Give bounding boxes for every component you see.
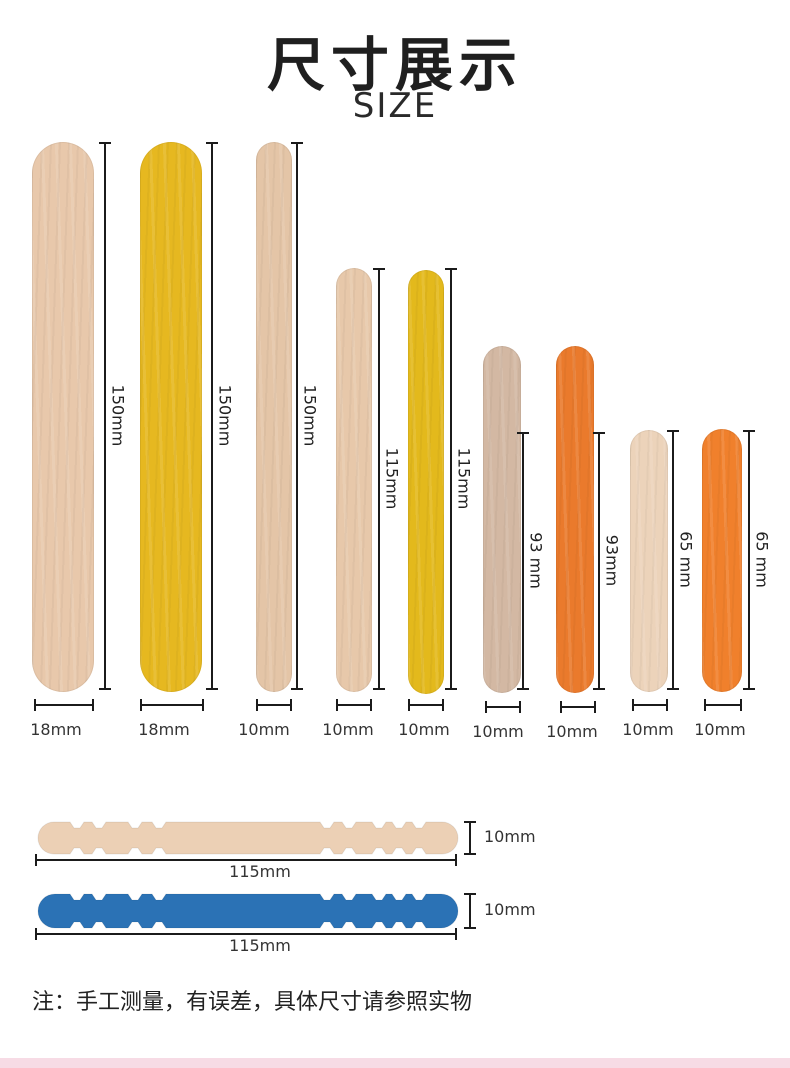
stick-1	[32, 142, 94, 692]
length-dimension-line	[296, 142, 298, 690]
notched-length-label: 115mm	[229, 862, 291, 881]
notched-stick-2	[37, 893, 459, 929]
length-label: 93mm	[602, 534, 622, 587]
length-label: 65 mm	[676, 531, 696, 588]
stick-6	[483, 346, 521, 693]
length-dimension-cap	[667, 430, 679, 432]
length-dimension-cap	[743, 688, 755, 690]
length-dimension-line	[522, 432, 524, 690]
width-dimension-line	[408, 704, 444, 706]
width-dimension-cap	[290, 699, 292, 711]
width-dimension-line	[704, 704, 742, 706]
length-dimension-cap	[206, 142, 218, 144]
width-dimension-line	[485, 706, 521, 708]
width-label: 10mm	[322, 720, 374, 739]
length-dimension-line	[211, 142, 213, 690]
width-dimension-cap	[336, 699, 338, 711]
width-dimension-cap	[256, 699, 258, 711]
stick-4	[336, 268, 372, 692]
length-label: 93 mm	[526, 532, 546, 589]
width-label: 10mm	[546, 722, 598, 741]
length-dimension-cap	[517, 688, 529, 690]
width-dimension-cap	[560, 701, 562, 713]
width-label: 10mm	[238, 720, 290, 739]
width-label: 18mm	[30, 720, 82, 739]
width-label: 10mm	[398, 720, 450, 739]
stick-5	[408, 270, 444, 694]
width-dimension-cap	[666, 699, 668, 711]
stick-7	[556, 346, 594, 693]
length-label: 115mm	[382, 447, 402, 510]
width-dimension-cap	[370, 699, 372, 711]
width-label: 18mm	[138, 720, 190, 739]
width-dimension-cap	[704, 699, 706, 711]
length-label: 115mm	[454, 447, 474, 510]
length-dimension-cap	[373, 268, 385, 270]
width-label: 10mm	[694, 720, 746, 739]
length-dimension-cap	[206, 688, 218, 690]
length-dimension-line	[748, 430, 750, 690]
width-label: 10mm	[622, 720, 674, 739]
measurement-note: 注：手工测量，有误差，具体尺寸请参照实物	[32, 990, 473, 1015]
length-dimension-cap	[99, 688, 111, 690]
length-dimension-cap	[291, 688, 303, 690]
length-label: 65 mm	[752, 531, 772, 588]
stick-8	[630, 430, 668, 692]
page-title: 尺寸展示	[266, 31, 523, 99]
width-dimension-line	[34, 704, 94, 706]
length-label: 150mm	[300, 384, 320, 447]
width-dimension-cap	[632, 699, 634, 711]
width-dimension-cap	[92, 699, 94, 711]
length-dimension-line	[450, 268, 452, 690]
length-label: 150mm	[215, 384, 235, 447]
notched-stick-1	[37, 821, 459, 855]
length-dimension-line	[598, 432, 600, 690]
length-dimension-cap	[99, 142, 111, 144]
width-dimension-cap	[442, 699, 444, 711]
notched-length-label: 115mm	[229, 936, 291, 955]
width-label: 10mm	[472, 722, 524, 741]
width-dimension-line	[632, 704, 668, 706]
length-dimension-line	[378, 268, 380, 690]
notched-width-label: 10mm	[484, 900, 536, 919]
length-dimension-cap	[593, 432, 605, 434]
bottom-accent-bar	[0, 1058, 790, 1068]
width-dimension-line	[140, 704, 204, 706]
length-dimension-line	[104, 142, 106, 690]
stick-2	[140, 142, 202, 692]
length-dimension-cap	[291, 142, 303, 144]
width-dimension-cap	[34, 699, 36, 711]
length-dimension-line	[672, 430, 674, 690]
width-dimension-line	[336, 704, 372, 706]
page-subtitle: SIZE	[352, 86, 438, 126]
length-label: 150mm	[108, 384, 128, 447]
length-dimension-cap	[667, 688, 679, 690]
notched-width-label: 10mm	[484, 827, 536, 846]
width-dimension-cap	[594, 701, 596, 713]
width-dimension-cap	[202, 699, 204, 711]
length-dimension-cap	[517, 432, 529, 434]
length-dimension-cap	[743, 430, 755, 432]
width-dimension-cap	[485, 701, 487, 713]
length-dimension-cap	[445, 268, 457, 270]
width-dimension-line	[560, 706, 596, 708]
length-dimension-cap	[593, 688, 605, 690]
width-dimension-cap	[519, 701, 521, 713]
width-dimension-cap	[740, 699, 742, 711]
width-dimension-cap	[408, 699, 410, 711]
stick-9	[702, 429, 742, 692]
length-dimension-cap	[373, 688, 385, 690]
width-dimension-cap	[140, 699, 142, 711]
width-dimension-line	[256, 704, 292, 706]
stick-3	[256, 142, 292, 692]
length-dimension-cap	[445, 688, 457, 690]
